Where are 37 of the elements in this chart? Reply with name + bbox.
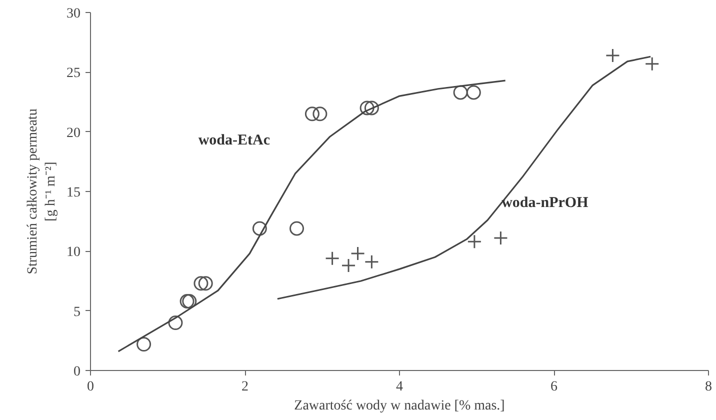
x-axis-title: Zawartość wody w nadawie [% mas.] (294, 398, 505, 414)
line-series (276, 56, 652, 300)
point (605, 48, 620, 63)
point (467, 234, 482, 249)
point (168, 316, 183, 330)
point (198, 276, 213, 291)
point (453, 85, 468, 100)
y-tick-label: 25 (66, 66, 80, 82)
point (466, 85, 481, 100)
x-tick-label: 0 (87, 380, 94, 394)
point (252, 221, 267, 236)
x-tick-label: 8 (705, 380, 712, 394)
x-tick-label: 4 (396, 380, 403, 394)
point (360, 100, 374, 116)
y-axis-title: Strumień całkowity permeatu [g h⁻¹ m⁻²] (26, 108, 58, 274)
point (350, 246, 366, 261)
point (341, 258, 356, 273)
point (493, 230, 508, 246)
text: woda-EtAc (198, 132, 270, 149)
point (325, 251, 340, 266)
point (304, 106, 320, 122)
point (644, 56, 660, 72)
point (364, 254, 379, 270)
y-tick-label: 10 (66, 245, 80, 260)
point (312, 106, 328, 122)
y-tick-label: 5 (74, 304, 80, 320)
point (194, 276, 208, 291)
x-tick-label: 6 (550, 380, 558, 394)
y-tick-label: 20 (66, 126, 80, 141)
point (136, 337, 152, 352)
y-tick-label: 15 (66, 186, 80, 200)
x-tick-label: 2 (242, 380, 248, 394)
series-label: woda-nPrOH (502, 195, 589, 212)
y-tick-label: 0 (74, 364, 80, 380)
point (290, 221, 304, 236)
point (364, 100, 379, 116)
y-tick-label: 30 (66, 6, 80, 22)
